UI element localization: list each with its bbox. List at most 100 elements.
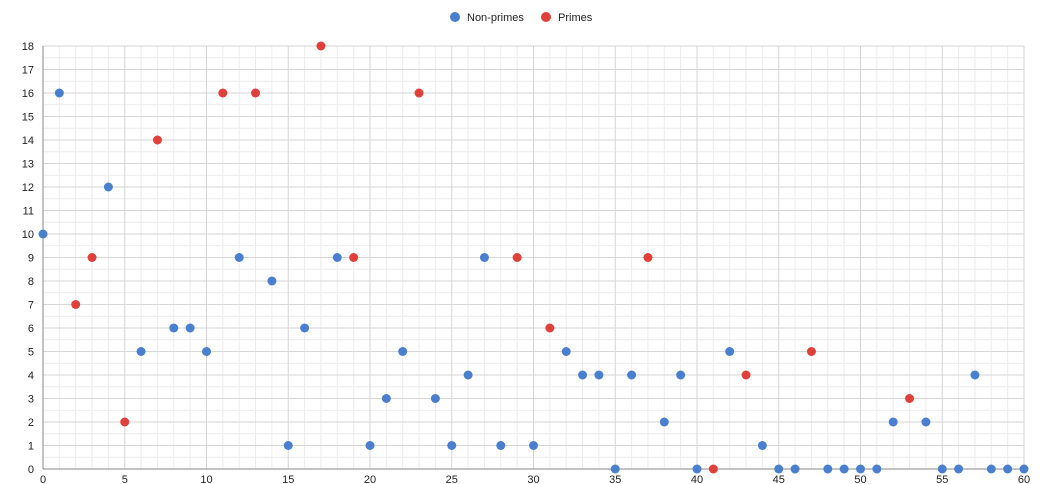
non-prime-point[interactable] bbox=[676, 370, 686, 380]
non-prime-point[interactable] bbox=[283, 441, 293, 450]
y-tick-label: 10 bbox=[22, 229, 34, 241]
non-prime-point[interactable] bbox=[185, 323, 195, 333]
non-prime-point[interactable] bbox=[54, 88, 64, 98]
non-prime-point[interactable] bbox=[888, 417, 898, 427]
prime-point[interactable] bbox=[152, 135, 162, 145]
non-prime-point[interactable] bbox=[856, 464, 865, 474]
prime-point[interactable] bbox=[741, 370, 751, 380]
non-prime-point[interactable] bbox=[872, 464, 882, 474]
y-tick-label: 17 bbox=[22, 65, 34, 77]
y-tick-label: 5 bbox=[28, 347, 34, 359]
prime-point[interactable] bbox=[120, 417, 130, 427]
non-prime-point[interactable] bbox=[1019, 464, 1029, 474]
y-tick-label: 1 bbox=[28, 441, 34, 453]
x-tick-label: 20 bbox=[364, 474, 376, 484]
y-tick-label: 8 bbox=[28, 276, 34, 288]
non-prime-point[interactable] bbox=[774, 464, 784, 474]
x-tick-label: 60 bbox=[1018, 474, 1030, 484]
prime-point[interactable] bbox=[905, 394, 915, 403]
non-prime-point[interactable] bbox=[267, 276, 277, 286]
legend-item[interactable]: Non-primes bbox=[450, 12, 524, 24]
non-prime-point[interactable] bbox=[169, 323, 179, 333]
non-prime-point[interactable] bbox=[627, 370, 637, 380]
x-tick-label: 0 bbox=[40, 474, 46, 484]
non-prime-point[interactable] bbox=[1003, 464, 1013, 474]
non-prime-point[interactable] bbox=[38, 229, 48, 239]
non-prime-point[interactable] bbox=[234, 253, 244, 262]
y-tick-label: 14 bbox=[22, 135, 34, 147]
y-tick-label: 16 bbox=[22, 88, 34, 100]
non-prime-point[interactable] bbox=[839, 464, 849, 474]
y-tick-label: 6 bbox=[28, 323, 34, 335]
y-tick-label: 9 bbox=[28, 253, 34, 265]
non-prime-point[interactable] bbox=[757, 441, 767, 450]
x-tick-label: 30 bbox=[527, 474, 539, 484]
x-tick-label: 10 bbox=[200, 474, 212, 484]
non-prime-point[interactable] bbox=[594, 370, 604, 380]
non-prime-point[interactable] bbox=[365, 441, 375, 450]
prime-point[interactable] bbox=[708, 464, 718, 474]
prime-point[interactable] bbox=[316, 41, 326, 51]
non-prime-point[interactable] bbox=[823, 464, 833, 474]
non-prime-point[interactable] bbox=[430, 394, 440, 403]
non-prime-point[interactable] bbox=[610, 464, 620, 474]
non-prime-point[interactable] bbox=[398, 347, 408, 356]
prime-point[interactable] bbox=[71, 300, 81, 309]
non-prime-point[interactable] bbox=[692, 464, 702, 474]
x-tick-label: 45 bbox=[773, 474, 785, 484]
prime-point[interactable] bbox=[806, 347, 816, 356]
prime-point[interactable] bbox=[414, 88, 424, 98]
y-tick-label: 3 bbox=[28, 394, 34, 406]
legend-label: Primes bbox=[558, 12, 593, 24]
legend-marker bbox=[541, 12, 551, 22]
non-prime-point[interactable] bbox=[136, 347, 146, 356]
y-tick-label: 0 bbox=[28, 464, 34, 476]
non-prime-point[interactable] bbox=[921, 417, 931, 427]
non-prime-point[interactable] bbox=[986, 464, 996, 474]
non-prime-point[interactable] bbox=[659, 417, 669, 427]
non-prime-point[interactable] bbox=[529, 441, 538, 450]
non-prime-point[interactable] bbox=[300, 323, 310, 333]
non-prime-point[interactable] bbox=[496, 441, 506, 450]
non-prime-point[interactable] bbox=[463, 370, 473, 380]
prime-point[interactable] bbox=[87, 253, 97, 262]
x-tick-label: 25 bbox=[446, 474, 458, 484]
non-prime-point[interactable] bbox=[790, 464, 800, 474]
non-prime-point[interactable] bbox=[970, 370, 980, 380]
x-tick-label: 15 bbox=[282, 474, 294, 484]
non-prime-point[interactable] bbox=[937, 464, 947, 474]
y-tick-label: 11 bbox=[23, 206, 34, 218]
non-prime-point[interactable] bbox=[447, 441, 457, 450]
prime-point[interactable] bbox=[512, 253, 522, 262]
y-tick-label: 7 bbox=[28, 300, 34, 312]
prime-point[interactable] bbox=[218, 88, 228, 98]
data-points bbox=[38, 41, 1029, 474]
non-prime-point[interactable] bbox=[381, 394, 391, 403]
x-tick-label: 50 bbox=[854, 474, 866, 484]
prime-point[interactable] bbox=[349, 253, 359, 262]
prime-point[interactable] bbox=[643, 253, 653, 262]
non-prime-point[interactable] bbox=[561, 347, 571, 356]
x-tick-label: 55 bbox=[936, 474, 948, 484]
legend-label: Non-primes bbox=[467, 12, 524, 24]
prime-point[interactable] bbox=[545, 323, 555, 333]
y-tick-label: 18 bbox=[22, 41, 34, 53]
legend-item[interactable]: Primes bbox=[541, 12, 593, 24]
x-tick-label: 35 bbox=[609, 474, 621, 484]
x-tick-label: 40 bbox=[691, 474, 703, 484]
x-tick-label: 5 bbox=[122, 474, 128, 484]
legend-marker bbox=[450, 12, 460, 22]
non-prime-point[interactable] bbox=[954, 464, 964, 474]
y-tick-label: 12 bbox=[22, 182, 34, 194]
non-prime-point[interactable] bbox=[578, 370, 588, 380]
non-prime-point[interactable] bbox=[332, 253, 342, 262]
prime-point[interactable] bbox=[251, 88, 261, 98]
y-tick-label: 4 bbox=[28, 370, 34, 382]
non-prime-point[interactable] bbox=[479, 253, 489, 262]
legend[interactable]: Non-primes Primes bbox=[450, 12, 593, 24]
non-prime-point[interactable] bbox=[725, 347, 735, 356]
non-prime-point[interactable] bbox=[202, 347, 211, 356]
non-prime-point[interactable] bbox=[103, 182, 113, 192]
